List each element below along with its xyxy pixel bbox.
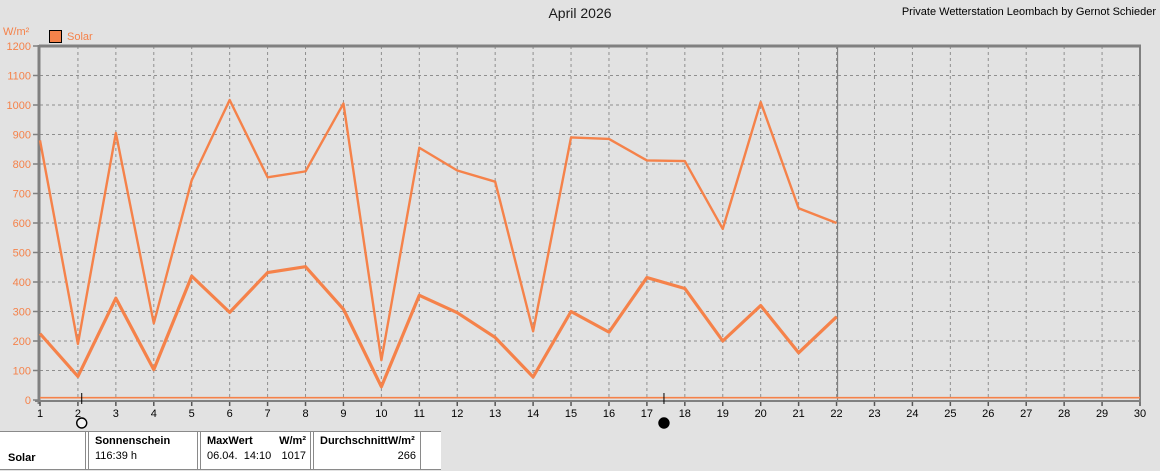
average-header: DurchschnittW/m² <box>320 435 415 447</box>
station-name: Private Wetterstation Leombach by Gernot… <box>901 6 1156 18</box>
x-tick-label: 16 <box>603 408 615 420</box>
y-tick-label: 1200 <box>7 41 31 53</box>
y-tick-label: 1000 <box>7 100 31 112</box>
x-tick-label: 4 <box>151 408 157 420</box>
summary-table: Solar Sonnenschein 116:39 h MaxWert W/m²… <box>0 431 441 470</box>
maxvalue-unit: W/m² <box>279 435 306 447</box>
x-tick-label: 7 <box>265 408 271 420</box>
x-tick-label: 5 <box>189 408 195 420</box>
y-tick-label: 0 <box>25 395 31 407</box>
x-tick-label: 24 <box>906 408 918 420</box>
summary-row-label-cell: Solar <box>0 432 86 469</box>
x-tick-label: 13 <box>489 408 501 420</box>
x-tick-label: 19 <box>717 408 729 420</box>
x-tick-label: 30 <box>1134 408 1146 420</box>
x-tick-label: 10 <box>375 408 387 420</box>
x-tick-label: 12 <box>451 408 463 420</box>
y-tick-label: 400 <box>13 277 31 289</box>
x-tick-label: 29 <box>1096 408 1108 420</box>
x-tick-label: 27 <box>1020 408 1032 420</box>
solar-line-chart: 0 100 200 300 400 500 600 700 800 900 1000 1100 1200… <box>7 41 1146 429</box>
x-tick-label: 8 <box>302 408 308 420</box>
full-moon-icon <box>76 417 88 429</box>
maxvalue-datetime: 06.04. 14:10 <box>207 450 272 462</box>
x-tick-label: 15 <box>565 408 577 420</box>
maxvalue-value: 1017 <box>281 450 306 462</box>
x-tick-label: 9 <box>340 408 346 420</box>
y-tick-label: 100 <box>13 366 31 378</box>
x-tick-label: 22 <box>830 408 842 420</box>
x-tick-label: 17 <box>641 408 653 420</box>
x-tick-label: 3 <box>113 408 119 420</box>
solar-max-line <box>38 98 837 362</box>
x-tick-label: 21 <box>792 408 804 420</box>
y-tick-label: 300 <box>13 307 31 319</box>
y-tick-label: 1100 <box>7 71 31 83</box>
average-cell: DurchschnittW/m² 266 <box>313 432 421 469</box>
x-tick-label: 25 <box>944 408 956 420</box>
solar-series-swatch-icon <box>49 30 62 43</box>
x-tick-label: 14 <box>527 408 539 420</box>
maxvalue-header: MaxWert <box>207 435 253 447</box>
maxvalue-cell: MaxWert W/m² 06.04. 14:10 1017 <box>200 432 311 469</box>
y-tick-label: 600 <box>13 218 31 230</box>
x-tick-label: 2 <box>75 408 81 420</box>
y-tick-label: 800 <box>13 159 31 171</box>
x-tick-label: 11 <box>414 408 425 420</box>
average-value: 266 <box>397 450 416 462</box>
solar-average-line <box>38 265 838 389</box>
y-tick-label: 900 <box>13 130 31 142</box>
sunshine-value: 116:39 h <box>95 450 138 462</box>
legend-label: Solar <box>67 30 93 43</box>
x-tick-label: 23 <box>868 408 880 420</box>
y-tick-label: 200 <box>13 336 31 348</box>
new-moon-icon <box>658 417 670 429</box>
x-tick-label: 28 <box>1058 408 1070 420</box>
sunshine-cell: Sonnenschein 116:39 h <box>88 432 198 469</box>
y-axis-unit-label: W/m² <box>3 26 30 38</box>
x-tick-label: 18 <box>679 408 691 420</box>
summary-row-label: Solar <box>8 452 36 464</box>
x-tick-label: 20 <box>755 408 767 420</box>
y-tick-label: 500 <box>13 248 31 260</box>
legend: Solar <box>49 30 93 43</box>
sunshine-header: Sonnenschein <box>95 435 171 447</box>
page-title: April 2026 <box>548 5 612 21</box>
y-tick-label: 700 <box>13 189 31 201</box>
x-tick-label: 26 <box>982 408 994 420</box>
x-tick-label: 6 <box>227 408 233 420</box>
x-tick-label: 1 <box>37 408 43 420</box>
